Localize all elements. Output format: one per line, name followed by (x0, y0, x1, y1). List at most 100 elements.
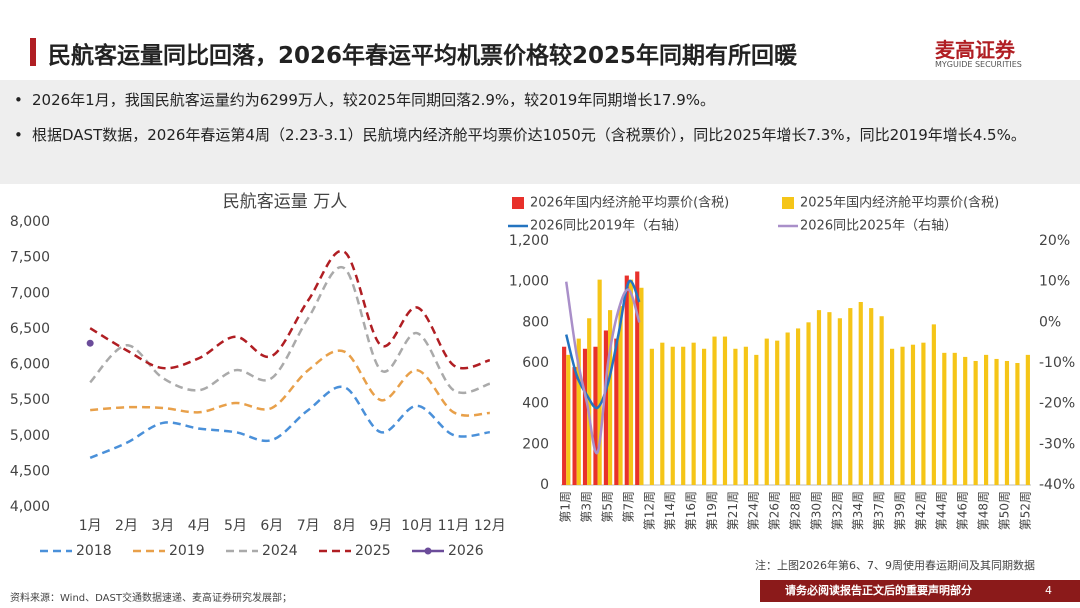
page-number: 4 (1045, 584, 1052, 597)
y-tick-label: 600 (522, 355, 549, 371)
bar (639, 287, 644, 485)
y-tick-label: 4,000 (10, 499, 50, 515)
y-tick-label: 1,000 (509, 274, 549, 290)
bar (869, 308, 874, 485)
bar (973, 360, 978, 485)
bullet-box: 2026年1月，我国民航客运量约为6299万人，较2025年同期回落2.9%，较… (0, 80, 1080, 184)
bar (562, 346, 567, 485)
y-tick-label: 400 (522, 396, 549, 412)
line (90, 349, 490, 417)
source: 资料来源：Wind、DAST交通数据速递、麦高证券研究发展部； (10, 591, 292, 604)
bar (785, 332, 790, 485)
y-tick-label: 800 (522, 314, 549, 330)
x-tick-label: 第42周 (914, 491, 928, 530)
x-tick-label: 10月 (401, 518, 433, 534)
x-tick-label: 5月 (224, 518, 247, 534)
x-tick-label: 第24周 (747, 491, 761, 530)
line (564, 281, 641, 455)
bar (572, 367, 577, 485)
x-tick-label: 6月 (260, 518, 283, 534)
bar (587, 318, 592, 485)
y2-tick-label: -20% (1039, 396, 1075, 412)
y-tick-label: 6,000 (10, 357, 50, 373)
x-tick-label: 3月 (151, 518, 174, 534)
bar (921, 342, 926, 485)
bullet: 根据DAST数据，2026年春运第4周（2.23-3.1）民航境内经济舱平均票价… (14, 118, 1080, 152)
y-tick-label: 6,500 (10, 321, 50, 337)
x-tick-label: 12月 (474, 518, 506, 534)
note: 注：上图2026年第6、7、9周使用春运期间及其同期数据 (755, 558, 1035, 572)
bar (879, 316, 884, 485)
bar (722, 336, 728, 485)
bar (796, 328, 801, 485)
bar (931, 324, 936, 485)
x-tick-label: 第50周 (997, 491, 1011, 530)
y-tick-label: 8,000 (10, 214, 50, 230)
bar (1025, 354, 1030, 485)
point (86, 339, 94, 347)
y2-tick-label: 20% (1039, 233, 1070, 249)
x-tick-label: 第1周 (559, 491, 573, 523)
bar (635, 271, 640, 485)
bar (576, 338, 581, 485)
bar (670, 346, 675, 485)
legend-label: 2026 (448, 543, 484, 559)
x-tick-label: 第37周 (872, 491, 886, 530)
x-tick-label: 第28周 (789, 491, 803, 530)
y-tick-label: 1,200 (509, 233, 549, 249)
bar (582, 348, 588, 485)
x-tick-label: 第52周 (1018, 491, 1032, 530)
bar (660, 342, 665, 485)
bar (827, 312, 832, 485)
bar (994, 358, 999, 485)
x-tick-label: 第39周 (893, 491, 907, 530)
line (89, 249, 491, 370)
bar (806, 322, 811, 485)
x-tick-label: 第19周 (705, 491, 719, 530)
logo-sub: MYGUIDE SECURITIES (935, 60, 1022, 69)
page-title: 民航客运量同比回落，2026年春运平均机票价格较2025年同期有所回暖 (48, 43, 798, 69)
bar (597, 279, 602, 485)
legend-label: 2018 (76, 543, 112, 559)
x-tick-label: 9月 (369, 518, 392, 534)
bar (681, 346, 686, 485)
bar (754, 354, 759, 485)
bar (628, 279, 634, 485)
y2-tick-label: -30% (1039, 436, 1075, 452)
legend-label: 2026同比2025年（右轴） (800, 219, 957, 234)
legend-swatch (782, 197, 794, 209)
bar (942, 352, 947, 485)
bar (900, 346, 905, 485)
bar (712, 336, 717, 485)
y-tick-label: 7,000 (10, 285, 50, 301)
legend-label: 2025年国内经济舱平均票价(含税) (800, 195, 999, 211)
y-tick-label: 7,500 (10, 250, 50, 266)
legend-label: 2025 (355, 543, 391, 559)
bar (691, 342, 696, 485)
bar (952, 352, 957, 485)
x-tick-label: 第32周 (830, 491, 844, 530)
legend-label: 2026同比2019年（右轴） (530, 219, 687, 234)
bar (743, 346, 748, 485)
x-tick-label: 第14周 (663, 491, 677, 530)
bar (1004, 360, 1010, 485)
bar (963, 356, 968, 485)
y2-tick-label: 10% (1039, 274, 1070, 290)
bar (984, 354, 989, 485)
x-tick-label: 8月 (333, 518, 356, 534)
bar (837, 318, 842, 485)
y-tick-label: 200 (522, 436, 549, 452)
x-tick-label: 第7周 (621, 491, 635, 523)
bar (608, 310, 613, 485)
footer-bar (760, 580, 1080, 602)
bar (910, 344, 916, 485)
bar (733, 348, 738, 485)
y-tick-label: 5,500 (10, 392, 50, 408)
bar (702, 348, 707, 485)
x-tick-label: 2月 (115, 518, 138, 534)
y2-tick-label: -10% (1039, 355, 1075, 371)
logo: 麦高证券 (935, 38, 1015, 62)
y2-tick-label: 0% (1039, 314, 1061, 330)
